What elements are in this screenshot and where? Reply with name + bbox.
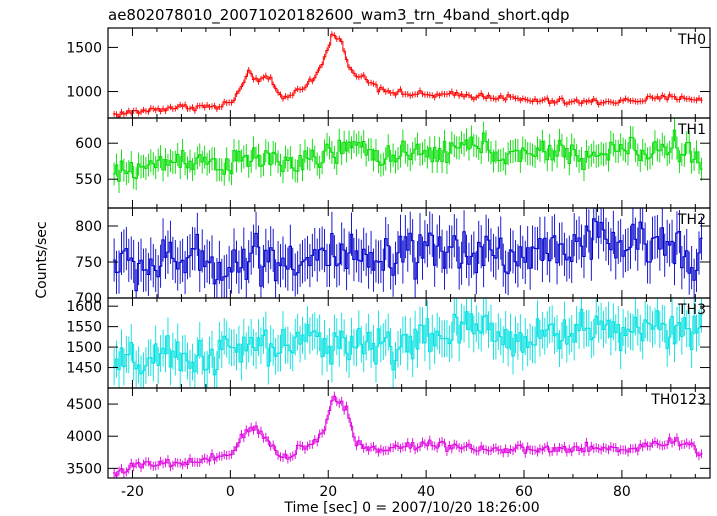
x-axis-label: Time [sec] 0 = 2007/10/20 18:26:00 [283,500,539,516]
panel-th0: TH0 1000 1500 [66,27,711,119]
y-tick-label: 750 [75,255,102,271]
panel-th2: TH2 700 750 800 [75,207,711,307]
panel-frame [107,387,711,479]
y-tick-label: 4000 [66,429,102,445]
y-tick-label: 1450 [66,361,102,377]
y-tick-label: 1500 [66,40,102,56]
panel-th3: TH3 1450 1500 1550 1600 [66,297,711,389]
y-tick-label: 800 [75,219,102,235]
y-tick-label: 550 [75,172,102,188]
x-tick-label: 20 [319,484,337,500]
panels-group: TH010001500TH1550600TH2700750800TH314501… [66,27,711,500]
panel-th2-curve [112,218,703,292]
panel-th0123: TH0123 3500 4000 4500 [66,387,711,479]
panel-label: TH2 [677,212,706,228]
y-axis-label: Counts/sec [34,221,50,298]
chart-title: ae802078010_20071020182600_wam3_trn_4ban… [108,6,570,25]
panel-frame [107,27,711,119]
y-tick-label: 700 [75,291,102,307]
y-tick-label: 1550 [66,320,102,336]
panel-th3-errorbars [113,298,702,388]
y-tick-label: 4500 [66,397,102,413]
panel-th0123-curve [112,395,703,477]
y-tick-label: 1600 [66,299,102,315]
x-tick-label: -20 [121,484,144,500]
panel-th0-errorbars [113,31,702,118]
x-tick-label: 80 [613,484,631,500]
y-tick-label: 1000 [66,85,102,101]
x-tick-label: 0 [226,484,235,500]
panel-frame [107,117,711,209]
y-tick-label: 600 [75,136,102,152]
panel-th1: TH1 550 600 [75,117,711,209]
panel-th0123-errorbars [113,391,702,478]
panel-label: TH0 [677,32,706,48]
panel-th3-curve [112,308,703,376]
panel-th2-errorbars [113,208,702,298]
panel-label: TH1 [677,122,706,138]
x-tick-label: 40 [417,484,435,500]
panel-label: TH0123 [650,392,706,408]
panel-th0-curve [112,33,703,118]
x-tick-label: 60 [515,484,533,500]
panel-label: TH3 [677,302,706,318]
panel-th1-curve [112,129,703,182]
y-tick-label: 1500 [66,340,102,356]
y-tick-label: 3500 [66,461,102,477]
